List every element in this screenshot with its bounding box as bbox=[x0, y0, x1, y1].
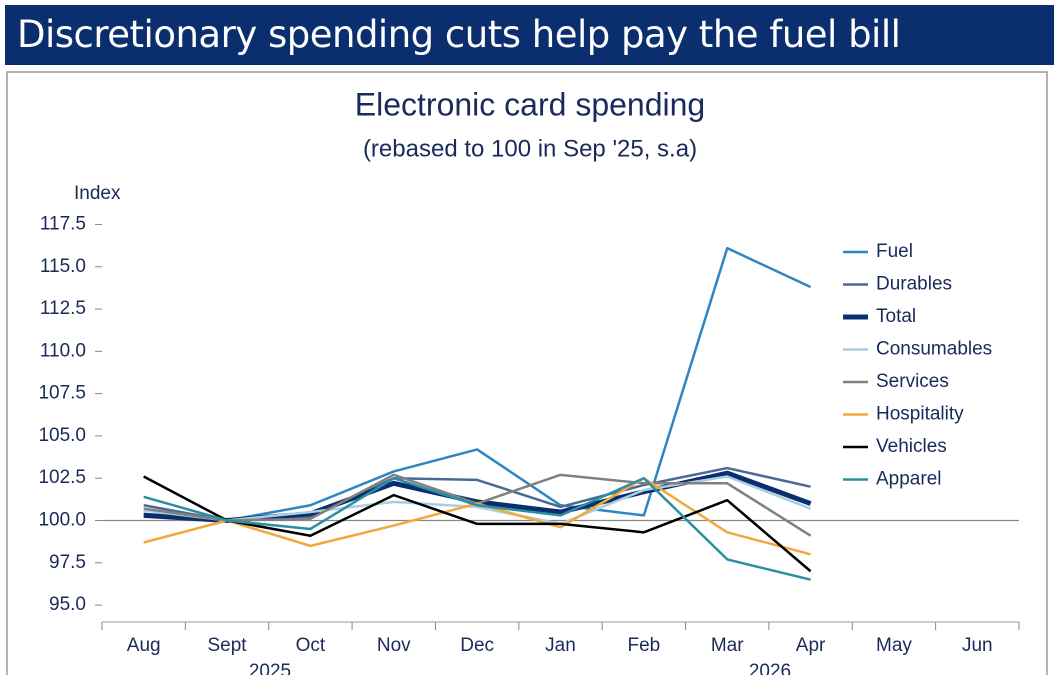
chart-title: Electronic card spending bbox=[355, 86, 705, 122]
legend-label: Vehicles bbox=[876, 436, 947, 457]
legend-label: Consumables bbox=[876, 339, 992, 360]
header-title: Discretionary spending cuts help pay the… bbox=[17, 13, 901, 56]
x-tick-label: Apr bbox=[796, 635, 826, 656]
legend-label: Hospitality bbox=[876, 404, 964, 425]
x-tick-label: Jan bbox=[545, 635, 576, 656]
x-tick-label: Sept bbox=[207, 635, 247, 656]
legend-label: Total bbox=[876, 306, 916, 327]
y-tick-label: 112.5 bbox=[40, 298, 86, 319]
chart-frame bbox=[6, 71, 1048, 675]
series-line bbox=[143, 476, 811, 556]
series-line bbox=[143, 475, 812, 526]
x-tick-label: Jun bbox=[962, 635, 993, 656]
y-tick-label: 115.0 bbox=[40, 256, 86, 277]
x-tick-label: Oct bbox=[296, 635, 326, 656]
y-tick-label: 110.0 bbox=[40, 340, 86, 361]
y-tick-label: 95.0 bbox=[49, 594, 86, 615]
x-tick-label: Dec bbox=[460, 635, 494, 656]
x-tick-label: Nov bbox=[377, 635, 411, 656]
x-tick-label: Feb bbox=[627, 635, 660, 656]
y-tick-label: 102.5 bbox=[38, 467, 86, 488]
chart-subtitle: (rebased to 100 in Sep '25, s.a) bbox=[363, 135, 697, 162]
y-tick-label: 117.5 bbox=[40, 213, 86, 234]
series-line bbox=[143, 475, 812, 573]
y-tick-label: 105.0 bbox=[38, 425, 86, 446]
legend-label: Services bbox=[876, 371, 949, 392]
y-tick-label: 100.0 bbox=[38, 510, 86, 531]
y-axis-label: Index bbox=[74, 183, 121, 204]
y-tick-label: 97.5 bbox=[49, 552, 86, 573]
y-tick-label: 107.5 bbox=[38, 383, 86, 404]
x-tick-label: Aug bbox=[127, 635, 161, 656]
series-line bbox=[143, 476, 811, 581]
x-group-label: 2026 bbox=[749, 661, 791, 675]
x-tick-label: May bbox=[876, 635, 912, 656]
header-bar: Discretionary spending cuts help pay the… bbox=[5, 5, 1054, 65]
legend-label: Durables bbox=[876, 274, 952, 295]
legend-label: Fuel bbox=[876, 241, 913, 262]
series-line bbox=[143, 246, 812, 522]
legend-label: Apparel bbox=[876, 469, 942, 490]
x-group-label: 2025 bbox=[249, 661, 291, 675]
x-tick-label: Mar bbox=[711, 635, 744, 656]
